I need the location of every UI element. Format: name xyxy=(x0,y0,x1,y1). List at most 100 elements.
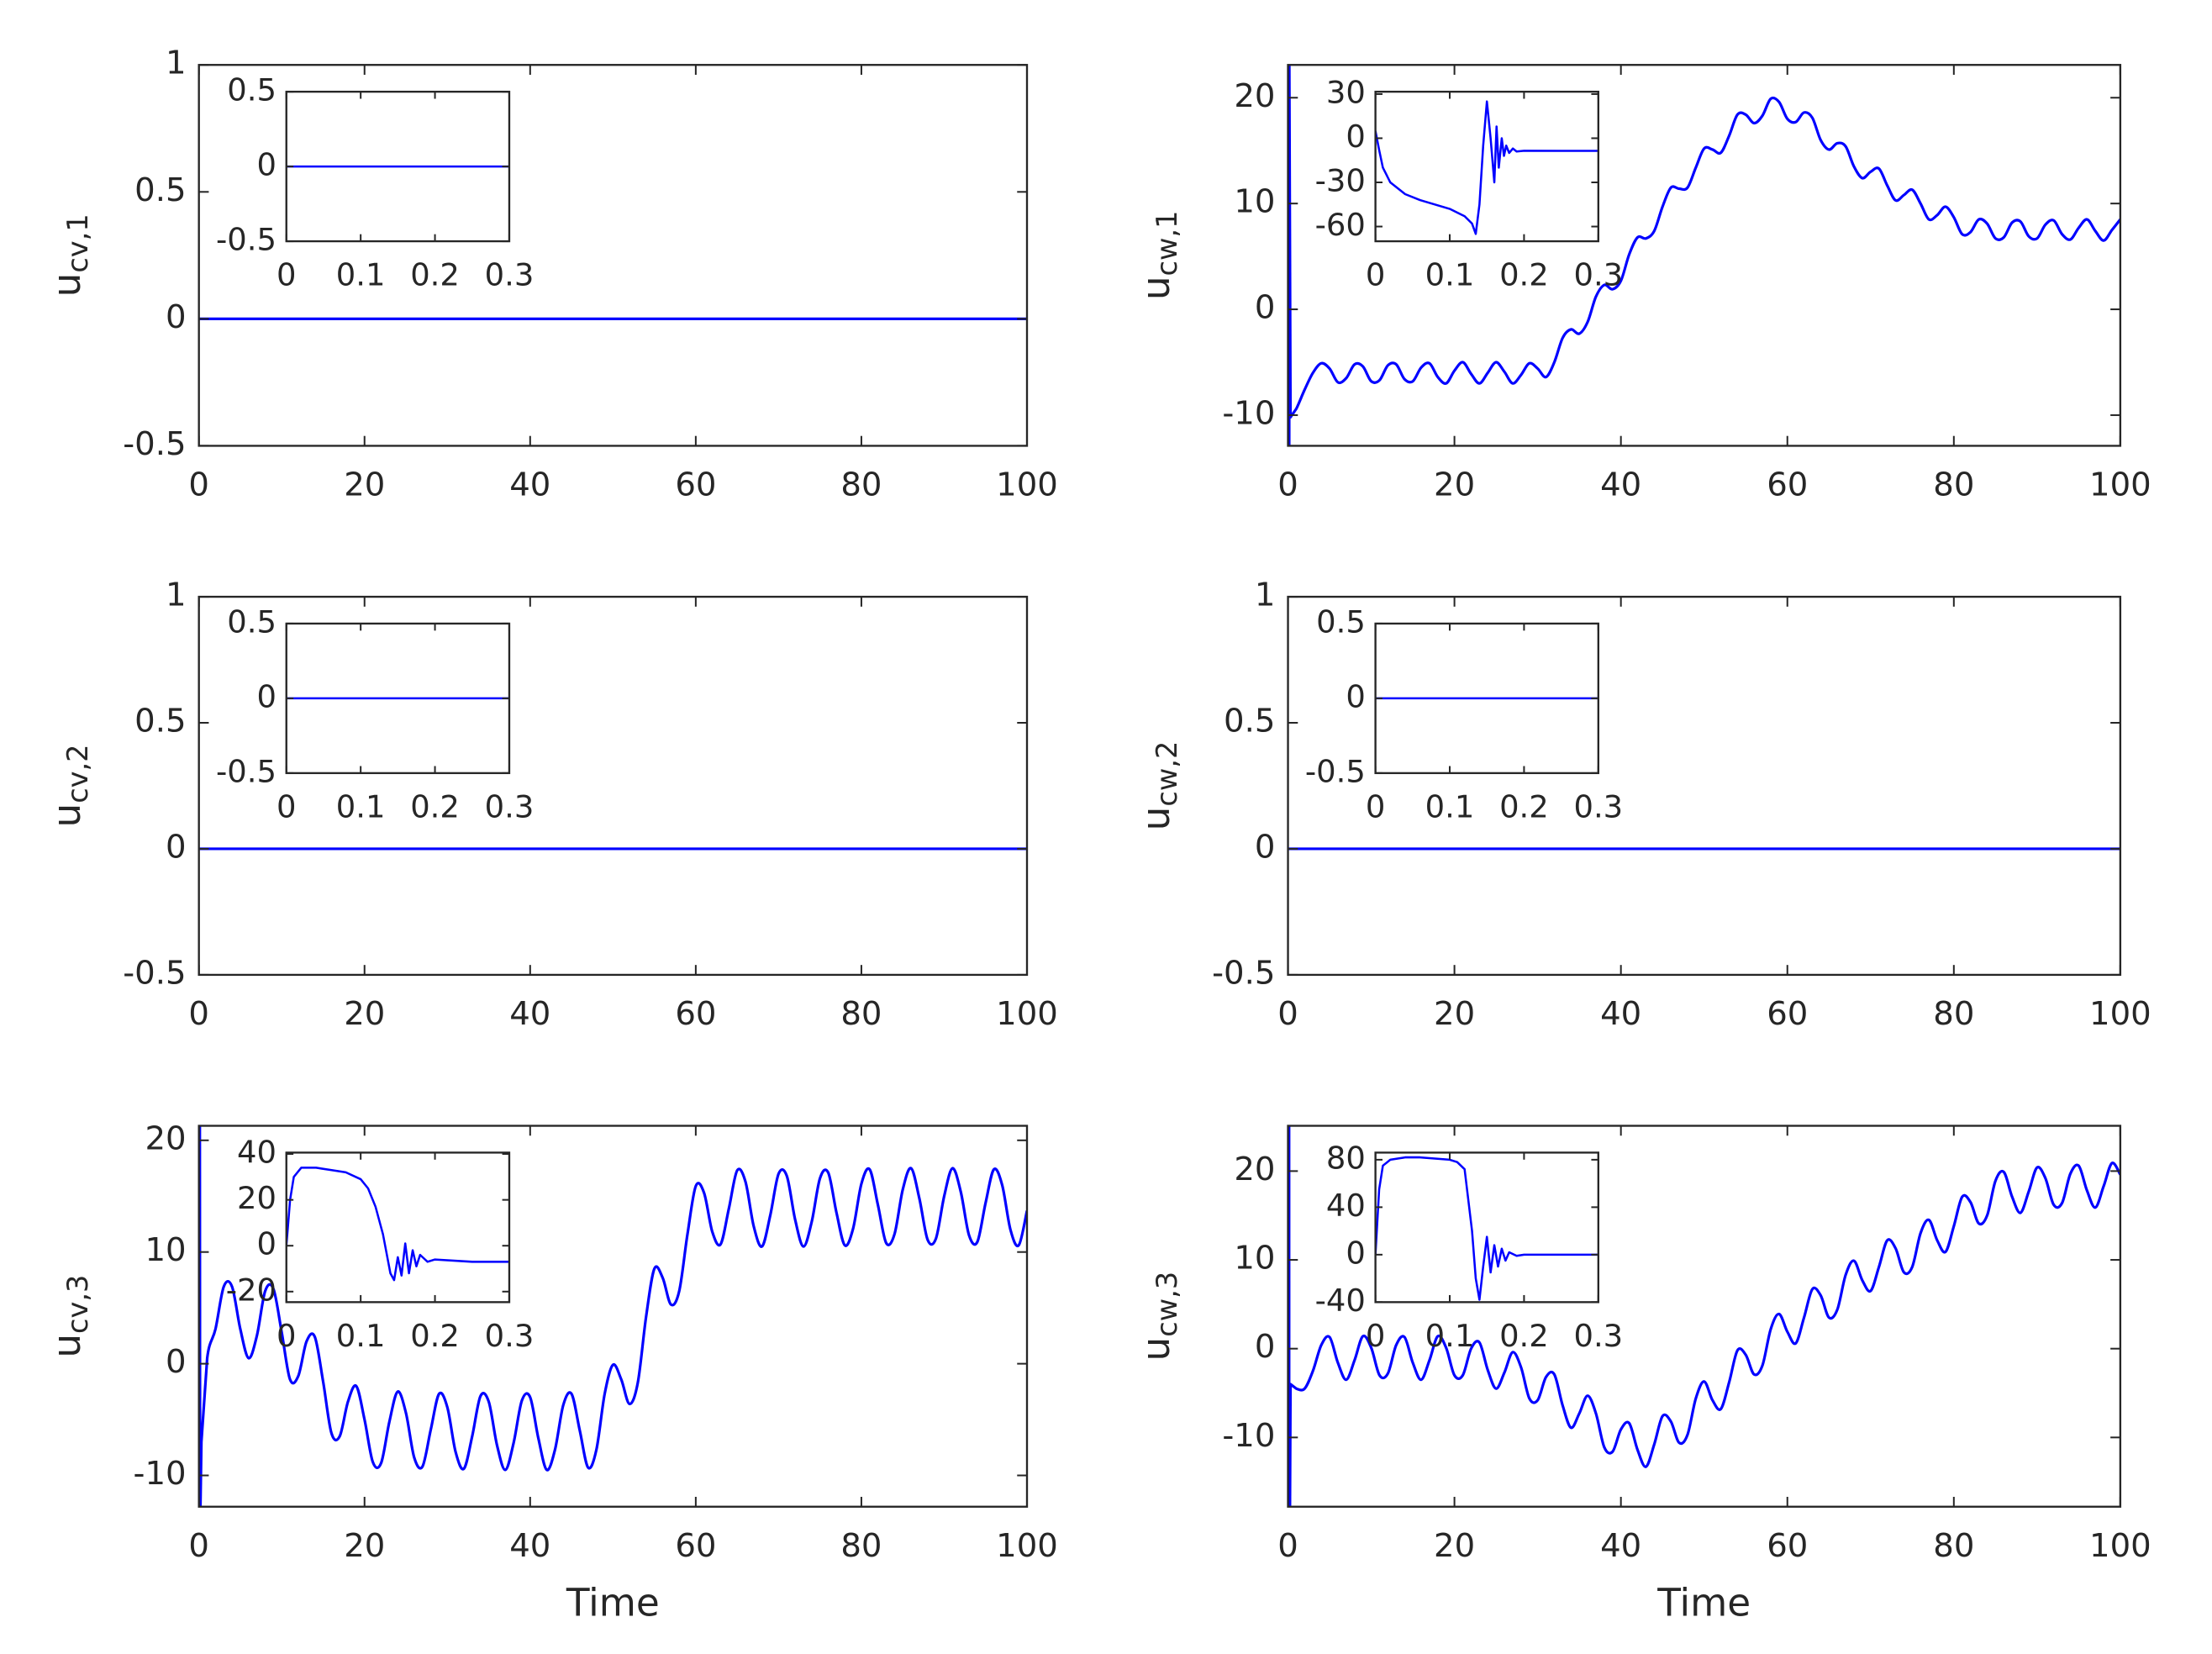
axes-box xyxy=(1287,64,2122,447)
y-axis-label: ucw,2 xyxy=(1134,741,1183,831)
y-tick-label: 20 xyxy=(1234,77,1275,115)
axes-box xyxy=(285,90,511,243)
y-tick-label: -0.5 xyxy=(123,425,186,463)
x-tick-label: 60 xyxy=(675,995,716,1033)
y-tick-label: 10 xyxy=(1234,1240,1275,1277)
y-tick-label: 0 xyxy=(257,678,276,714)
axes-box xyxy=(1374,90,1599,243)
inset-background xyxy=(1375,1152,1598,1303)
x-tick-label: 0.1 xyxy=(1425,257,1475,293)
x-tick-label: 0.1 xyxy=(1425,1318,1475,1354)
x-tick-label: 0.3 xyxy=(1573,1318,1623,1354)
y-tick-label: 0 xyxy=(1346,1235,1365,1271)
y-tick-label: 80 xyxy=(1326,1140,1366,1176)
x-tick-label: 40 xyxy=(509,466,550,504)
data-line xyxy=(1375,100,1598,235)
y-tick-label: 10 xyxy=(1234,183,1275,221)
x-tick-label: 0 xyxy=(1366,788,1385,824)
x-tick-label: 0.3 xyxy=(485,1318,535,1354)
y-tick-label: -20 xyxy=(226,1272,276,1308)
x-tick-label: 80 xyxy=(1933,1527,1974,1565)
x-tick-label: 0.1 xyxy=(336,257,386,293)
x-tick-label: 20 xyxy=(344,1527,385,1565)
y-tick-label: 0 xyxy=(1255,289,1276,327)
x-tick-label: 0 xyxy=(276,788,296,824)
axes-box xyxy=(198,64,1029,447)
x-tick-label: 0.1 xyxy=(336,1318,386,1354)
x-tick-label: 100 xyxy=(996,995,1058,1033)
y-tick-label: 0.5 xyxy=(1224,703,1275,740)
y-tick-label: 1 xyxy=(166,577,187,614)
x-tick-label: 0.3 xyxy=(485,788,535,824)
x-tick-label: 40 xyxy=(509,1527,550,1565)
y-tick-label: 30 xyxy=(1326,74,1366,110)
x-tick-label: 60 xyxy=(1767,1527,1808,1565)
axes-box xyxy=(1374,622,1599,775)
x-tick-label: 60 xyxy=(1767,466,1808,504)
x-tick-label: 40 xyxy=(1600,995,1641,1033)
y-axis-label-main: u xyxy=(45,273,89,298)
y-tick-label: -60 xyxy=(1315,207,1366,243)
x-tick-label: 80 xyxy=(840,466,882,504)
x-tick-label: 100 xyxy=(996,1527,1058,1565)
y-axis-label: ucv,2 xyxy=(45,744,94,827)
x-tick-label: 0.2 xyxy=(410,257,460,293)
y-tick-label: -10 xyxy=(134,1455,187,1493)
x-tick-label: 0 xyxy=(276,257,296,293)
inset-background xyxy=(286,1152,509,1303)
y-axis-label: ucv,3 xyxy=(45,1275,94,1358)
x-tick-label: 0.2 xyxy=(410,1318,460,1354)
x-tick-label: 20 xyxy=(1434,1527,1475,1565)
inset: 0 0.1 0.2 0.3-0.500.5 xyxy=(1305,603,1623,824)
y-tick-label: 0 xyxy=(166,828,187,866)
x-tick-label: 0 xyxy=(276,1318,296,1354)
y-tick-label: 0 xyxy=(1346,678,1365,714)
x-tick-label: 80 xyxy=(1933,466,1974,504)
x-tick-label: 0.3 xyxy=(1573,788,1623,824)
y-tick-label: 20 xyxy=(1234,1151,1275,1188)
inset: 0 0.1 0.2 0.3 -60 -30 0 30 xyxy=(1315,74,1624,292)
y-tick-label: 0 xyxy=(257,147,276,183)
x-tick-label: 20 xyxy=(344,995,385,1033)
x-axis-label: Time xyxy=(1656,1581,1751,1625)
y-tick-label: 40 xyxy=(1326,1188,1366,1224)
y-tick-label: 10 xyxy=(145,1231,186,1269)
x-tick-label: 20 xyxy=(1434,995,1475,1033)
x-tick-label: 80 xyxy=(840,995,882,1033)
y-tick-label: 0 xyxy=(1255,1328,1276,1366)
y-axis-label-main: u xyxy=(45,1334,89,1358)
x-tick-label: 0.3 xyxy=(1573,257,1623,293)
x-tick-label: 0 xyxy=(188,466,209,504)
y-tick-label: -0.5 xyxy=(216,222,276,258)
y-tick-label: -40 xyxy=(1315,1283,1366,1319)
x-tick-label: 0.2 xyxy=(1499,257,1549,293)
x-tick-label: 40 xyxy=(509,995,550,1033)
x-tick-label: 0 xyxy=(1277,1527,1298,1565)
y-axis-label-sub: cv,1 xyxy=(61,213,94,272)
y-tick-label: 1 xyxy=(166,45,187,82)
y-tick-label: 0.5 xyxy=(227,72,276,108)
y-axis-label-main: u xyxy=(45,803,89,828)
y-axis-label-sub: cw,3 xyxy=(1150,1272,1182,1337)
axes-box xyxy=(198,1125,1029,1508)
axes-box xyxy=(1374,1151,1599,1304)
axes-box xyxy=(1287,595,2122,977)
y-axis-label-sub: cw,2 xyxy=(1150,741,1182,807)
x-tick-label: 100 xyxy=(2089,995,2151,1033)
y-tick-label: -10 xyxy=(1222,1417,1275,1455)
y-tick-label: -30 xyxy=(1315,163,1366,199)
x-tick-label: 40 xyxy=(1600,466,1641,504)
y-tick-label: 40 xyxy=(237,1135,276,1171)
inset-background xyxy=(1375,92,1598,242)
x-tick-label: 0.1 xyxy=(336,788,386,824)
x-tick-label: 20 xyxy=(344,466,385,504)
x-tick-label: 0.2 xyxy=(1499,1318,1549,1354)
y-axis-label-main: u xyxy=(1134,276,1178,300)
y-axis-label-main: u xyxy=(1134,1337,1178,1362)
y-axis-label-sub: cw,1 xyxy=(1150,211,1182,277)
x-tick-label: 100 xyxy=(2089,1527,2151,1565)
